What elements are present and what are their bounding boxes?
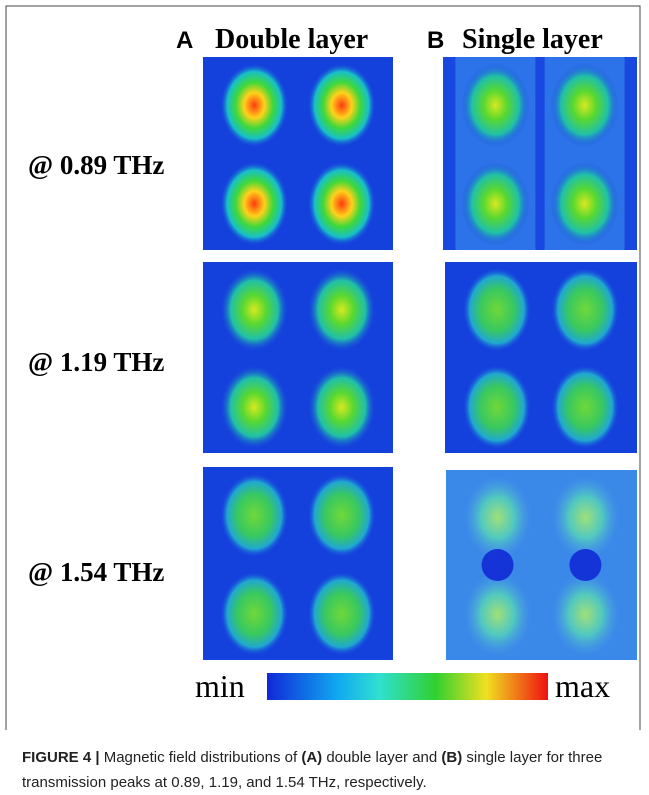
- field-blob: [463, 572, 532, 657]
- field-blob: [220, 365, 289, 450]
- field-blob: [551, 475, 620, 560]
- field-blob: [550, 161, 619, 246]
- field-map: [203, 57, 393, 250]
- field-blob: [461, 63, 530, 148]
- field-map: [203, 467, 393, 660]
- row-label: @ 1.54 THz: [28, 557, 164, 587]
- colorbar: [267, 673, 548, 700]
- caption-label: FIGURE 4 |: [22, 749, 100, 766]
- column-title: Single layer: [462, 24, 603, 55]
- field-blob: [220, 267, 289, 352]
- field-map: [443, 57, 637, 250]
- field-blob: [220, 161, 289, 246]
- field-blob: [307, 161, 376, 246]
- field-blob: [551, 572, 620, 657]
- field-blob: [307, 267, 376, 352]
- field-blob: [461, 161, 530, 246]
- panel-letter: B: [427, 27, 444, 54]
- panel-letter: A: [176, 27, 193, 54]
- field-blob: [307, 63, 376, 148]
- row-label: @ 0.89 THz: [28, 150, 164, 180]
- field-blob: [307, 571, 376, 656]
- caption-ref: (B): [441, 749, 463, 766]
- field-blob: [220, 473, 289, 558]
- field-spot: [481, 549, 514, 581]
- field-blob: [307, 365, 376, 450]
- row-label: @ 1.19 THz: [28, 347, 164, 377]
- field-blob: [463, 475, 532, 560]
- caption: FIGURE 4 | Magnetic field distributions …: [22, 745, 632, 795]
- colorbar-max: max: [555, 668, 610, 704]
- caption-text: single layer for three transmission peak…: [22, 749, 603, 791]
- field-blob: [551, 267, 620, 352]
- field-blob: [551, 365, 620, 450]
- caption-text: double layer and: [322, 749, 442, 766]
- caption-ref: (A): [301, 749, 323, 766]
- caption-text: Magnetic field distributions of: [99, 749, 302, 766]
- frame: [5, 5, 641, 730]
- field-map: [446, 470, 637, 660]
- field-blob: [550, 63, 619, 148]
- field-map: [203, 262, 393, 453]
- column-title: Double layer: [215, 24, 368, 55]
- field-blob: [462, 365, 531, 450]
- field-blob: [220, 63, 289, 148]
- field-map: [445, 262, 637, 453]
- panels: [203, 57, 637, 660]
- colorbar-min: min: [195, 668, 245, 704]
- field-blob: [462, 267, 531, 352]
- field-blob: [307, 473, 376, 558]
- field-spot: [569, 549, 602, 581]
- figure: A Double layer B Single layer @ 0.89 THz…: [5, 5, 641, 730]
- field-blob: [220, 571, 289, 656]
